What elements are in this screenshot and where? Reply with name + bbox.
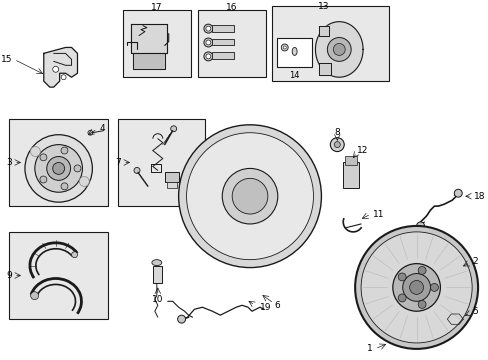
Circle shape	[53, 162, 64, 174]
Circle shape	[232, 178, 267, 214]
Text: 10: 10	[152, 295, 163, 304]
Ellipse shape	[270, 147, 281, 156]
Bar	[198, 10, 265, 77]
Text: 16: 16	[226, 3, 238, 12]
Text: 3: 3	[6, 158, 12, 167]
Ellipse shape	[203, 24, 212, 33]
Circle shape	[333, 44, 345, 55]
Circle shape	[79, 176, 89, 186]
Circle shape	[31, 292, 39, 300]
Text: 4: 4	[99, 124, 105, 133]
Circle shape	[177, 315, 185, 323]
Circle shape	[61, 75, 66, 80]
Ellipse shape	[205, 40, 210, 45]
Text: 12: 12	[356, 146, 368, 155]
Ellipse shape	[291, 48, 297, 55]
Ellipse shape	[170, 126, 176, 132]
Polygon shape	[131, 24, 166, 53]
Bar	[123, 10, 190, 77]
Ellipse shape	[194, 190, 203, 202]
Circle shape	[47, 157, 70, 180]
Polygon shape	[133, 53, 164, 69]
Text: 8: 8	[334, 128, 340, 137]
Ellipse shape	[447, 314, 461, 324]
Text: 1: 1	[366, 345, 372, 354]
Circle shape	[402, 274, 429, 301]
Bar	[153, 266, 162, 283]
Bar	[212, 53, 234, 59]
Circle shape	[326, 37, 350, 61]
Text: 9: 9	[6, 271, 12, 280]
Circle shape	[40, 154, 47, 161]
Text: 11: 11	[372, 210, 384, 219]
Polygon shape	[315, 22, 362, 77]
Circle shape	[40, 176, 47, 183]
Circle shape	[30, 147, 41, 157]
Bar	[271, 6, 388, 81]
Ellipse shape	[281, 44, 287, 51]
Ellipse shape	[203, 38, 212, 47]
Circle shape	[354, 226, 477, 349]
Text: 14: 14	[289, 71, 299, 80]
Circle shape	[186, 133, 313, 260]
Circle shape	[417, 301, 425, 309]
Text: 15: 15	[0, 55, 12, 64]
Circle shape	[417, 266, 425, 274]
Bar	[212, 39, 234, 45]
Circle shape	[61, 183, 68, 190]
Ellipse shape	[205, 54, 210, 59]
Circle shape	[409, 280, 423, 294]
Circle shape	[397, 273, 406, 281]
Ellipse shape	[297, 190, 305, 202]
Polygon shape	[319, 63, 331, 75]
Circle shape	[71, 252, 78, 258]
Ellipse shape	[88, 130, 93, 135]
Bar	[118, 119, 205, 206]
Circle shape	[360, 232, 471, 343]
Bar	[343, 162, 358, 188]
Circle shape	[397, 294, 406, 302]
Ellipse shape	[218, 147, 229, 156]
Bar	[166, 182, 176, 188]
Circle shape	[178, 125, 321, 267]
Bar	[212, 24, 234, 32]
Bar	[164, 172, 178, 182]
Text: 13: 13	[317, 2, 328, 11]
Ellipse shape	[203, 52, 212, 61]
Circle shape	[222, 168, 277, 224]
Circle shape	[53, 66, 59, 72]
Circle shape	[416, 222, 424, 230]
Bar	[345, 156, 356, 166]
Text: 18: 18	[473, 192, 485, 201]
Circle shape	[330, 138, 344, 152]
Circle shape	[453, 189, 461, 197]
Text: 17: 17	[151, 3, 162, 12]
Ellipse shape	[453, 270, 458, 274]
Circle shape	[334, 141, 340, 148]
Circle shape	[392, 264, 440, 311]
Circle shape	[25, 135, 92, 202]
Bar	[9, 119, 108, 206]
Polygon shape	[44, 48, 77, 87]
Text: 5: 5	[471, 307, 477, 316]
Ellipse shape	[152, 260, 162, 266]
Circle shape	[35, 145, 82, 192]
Text: 2: 2	[471, 257, 477, 266]
Ellipse shape	[283, 46, 285, 49]
Ellipse shape	[270, 236, 281, 246]
Circle shape	[429, 283, 438, 291]
Text: 7: 7	[115, 158, 121, 167]
Text: 19: 19	[260, 303, 271, 312]
Circle shape	[74, 165, 81, 172]
Bar	[9, 232, 108, 319]
Ellipse shape	[450, 316, 458, 322]
Circle shape	[61, 147, 68, 154]
Ellipse shape	[134, 167, 140, 174]
Ellipse shape	[450, 268, 460, 275]
Ellipse shape	[218, 236, 229, 246]
Bar	[276, 37, 312, 67]
Ellipse shape	[205, 26, 210, 31]
Polygon shape	[319, 26, 329, 36]
Text: 6: 6	[273, 301, 279, 310]
